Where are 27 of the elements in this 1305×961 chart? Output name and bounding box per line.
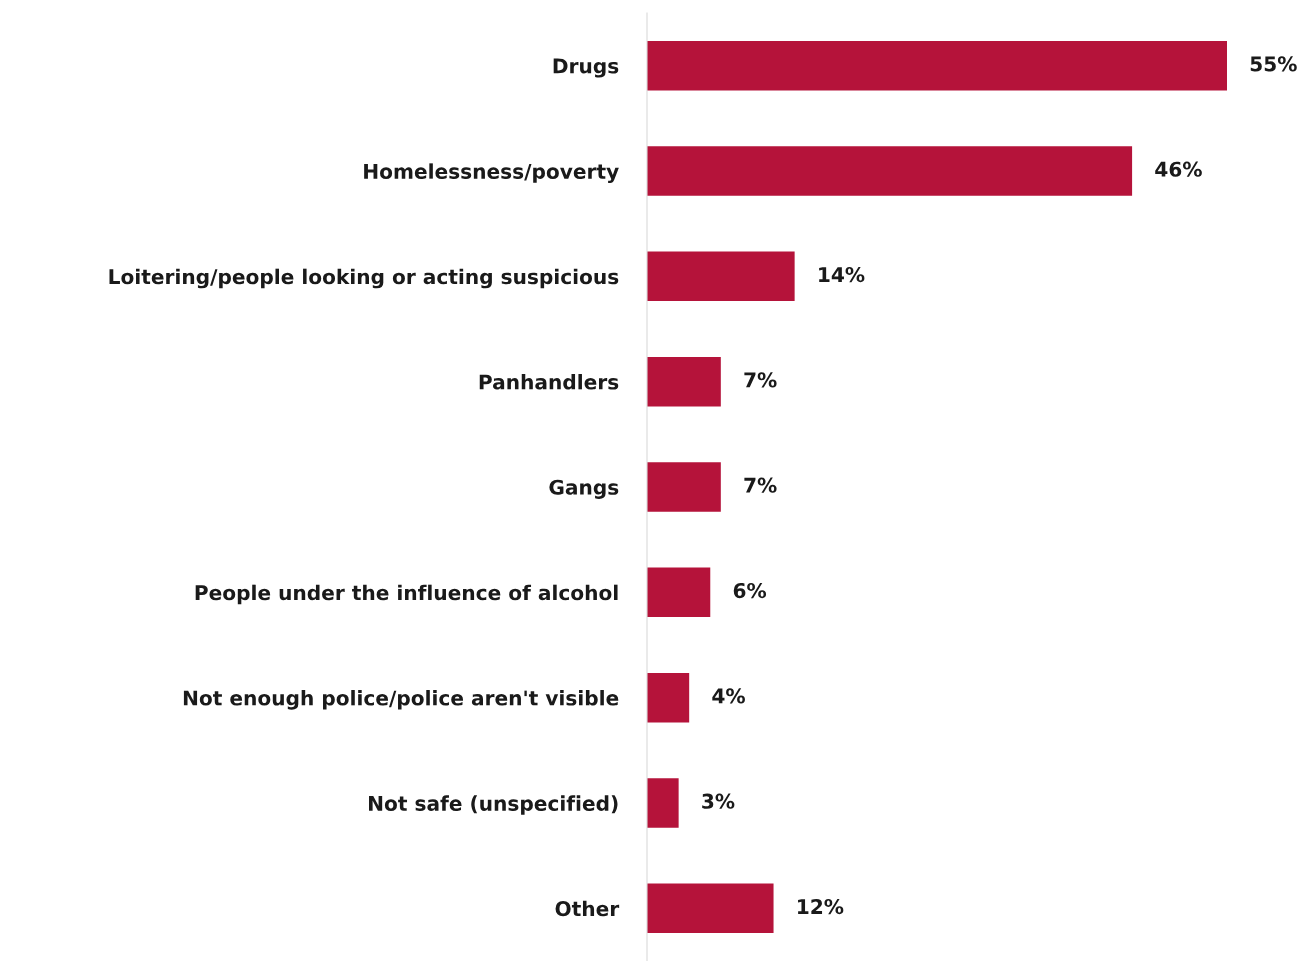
bar: [647, 462, 721, 512]
bar: [647, 40, 1227, 91]
y-tick-label: Panhandlers: [479, 374, 619, 390]
bar: [647, 672, 690, 723]
data-label: 55%: [1250, 56, 1297, 72]
y-tick-label: Homelessness/poverty: [364, 163, 619, 183]
data-label: 14%: [819, 266, 865, 283]
bar: [647, 778, 679, 828]
y-tick-label: Gangs: [549, 479, 619, 499]
y-tick-label: People under the influence of alcohol: [195, 584, 618, 605]
y-tick-label: Drugs: [553, 58, 619, 78]
data-label: 7%: [744, 477, 777, 493]
data-label: 3%: [702, 793, 735, 809]
y-tick-label: Loitering/people looking or acting suspicious: [109, 268, 619, 289]
data-label: 4%: [712, 688, 745, 704]
data-label: 7%: [744, 372, 777, 388]
y-tick-label: Not enough police/police aren't visible: [183, 690, 619, 710]
data-label: 12%: [798, 898, 844, 915]
bar: [647, 356, 721, 407]
data-label: 46%: [1155, 161, 1202, 177]
y-tick-label: Other: [555, 900, 620, 917]
bar: [647, 567, 711, 618]
data-label: 6%: [733, 582, 767, 599]
bar: [647, 883, 774, 934]
y-tick-label: Not safe (unspecified): [369, 795, 618, 815]
bar: [647, 146, 1133, 196]
bar: [647, 251, 795, 302]
